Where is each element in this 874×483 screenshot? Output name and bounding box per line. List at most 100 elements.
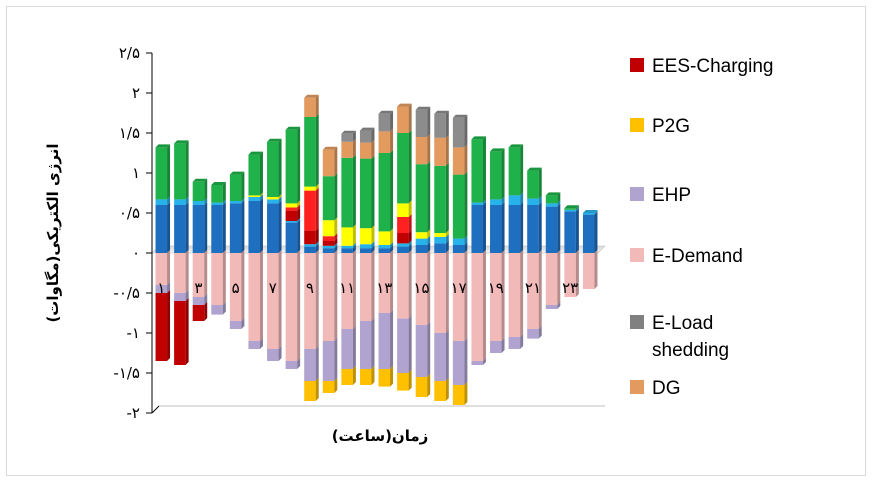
y-tick-label: -۰/۵ [113,284,140,302]
bar-segment [304,186,316,191]
bar-segment-side [371,127,375,143]
bar-segment-side [594,211,598,253]
bar-segment-side [297,218,301,223]
bar-segment-side [278,250,282,349]
bar-segment [415,137,428,165]
bar-segment-side [390,128,394,153]
bar-segment [490,205,502,253]
bar-segment [359,248,372,253]
bar-segment [322,253,335,341]
bar-segment-side [334,146,338,177]
bar-segment [304,381,316,401]
bar-segment [378,369,391,387]
legend-swatch [630,187,644,201]
bar-segment [452,245,465,253]
bar-segment [415,109,428,137]
bar-segment [155,205,168,253]
bar-segment-side [315,114,319,187]
bar-segment [527,205,539,253]
bar-segment-side [204,178,208,201]
bar-segment-side [241,171,245,201]
bar-segment [322,176,335,221]
bar-segment-side [520,334,524,349]
bar-segment-side [390,366,394,387]
bar-segment [304,190,316,231]
bar-segment [322,245,335,249]
bar-segment-side [445,230,449,237]
bar-segment [229,174,242,201]
bar-segment-side [334,238,338,246]
bar-segment [322,248,335,253]
bar-segment-side [427,161,431,233]
bar-segment [192,297,205,305]
bar-segment-side [408,214,412,233]
bar-segment [397,233,409,244]
bar-segment-side [427,374,431,397]
bar-top-face [545,192,561,196]
bar-segment [378,153,391,232]
bar-segment-side [222,182,226,203]
bar-segment-side [594,250,598,289]
bar-segment-side [464,171,468,239]
bar-segment [434,253,446,333]
bar-segment [397,253,409,319]
bar-segment [359,130,372,143]
bar-segment-side [352,224,356,246]
bar-segment [564,253,576,297]
bar-segment [304,97,316,117]
bar-top-face [211,182,226,185]
bar-segment [192,205,205,253]
bar-segment [174,143,186,200]
bar-segment [471,253,483,361]
bar-segment [545,253,558,305]
bar-segment [415,325,428,377]
x-tick-label: ۱۹ [488,279,504,297]
bar-segment-side [557,250,561,305]
bar-segment [341,245,353,249]
bar-segment [397,203,409,217]
bar-segment-side [594,210,598,215]
bar-segment-side [390,110,394,132]
bar-segment-side [222,250,226,305]
legend-label: E-Load [652,313,713,334]
bar-segment-side [520,250,524,337]
bar-segment [452,174,465,239]
legend-label: shedding [652,340,729,361]
bar-segment-side [185,196,189,205]
bar-segment-side [538,202,542,253]
bar-segment [490,253,502,341]
bar-top-face [471,136,486,140]
bar-segment [192,305,205,321]
bar-top-face [452,114,468,118]
bar-segment-side [464,144,468,175]
bar-top-face [564,205,579,209]
y-tick-label: -۱ [127,324,140,342]
bar-segment-side [315,241,319,247]
bar-segment [322,236,335,241]
bar-top-face [155,144,171,148]
bar-segment [174,293,186,301]
bar-segment-side [334,233,338,241]
bar-segment-side [185,202,189,253]
bar-segment-side [371,139,375,159]
bar-segment [248,154,260,196]
bar-segment-side [408,315,412,373]
bar-segment-side [575,208,579,253]
bar-segment [359,253,372,321]
bar-segment [452,117,465,148]
bar-segment-side [575,250,579,297]
y-tick-label: ۱ [132,164,140,182]
bar-segment [434,137,446,166]
bar-segment [508,205,521,253]
bar-segment-side [445,162,449,233]
bar-segment-side [297,219,301,253]
bar-segment [508,195,521,205]
bar-segment [174,253,186,293]
bar-segment-side [408,103,412,133]
bar-segment [248,341,260,349]
bar-segment-side [315,243,319,253]
bar-segment [452,147,465,175]
bar-segment [267,349,279,361]
bar-segment-side [408,370,412,391]
bar-segment-side [167,144,171,200]
